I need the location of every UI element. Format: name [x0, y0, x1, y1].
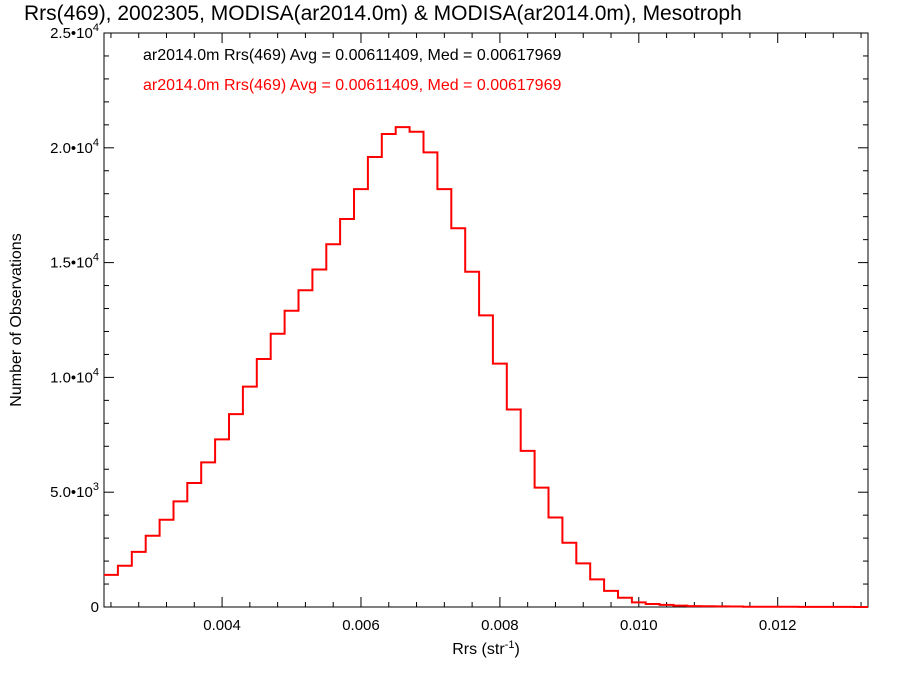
chart-title: Rrs(469), 2002305, MODISA(ar2014.0m) & M… [24, 2, 742, 25]
plot-frame [103, 32, 869, 608]
y-axis-label: Number of Observations [8, 233, 25, 406]
x-tick-label: 0.010 [620, 617, 658, 634]
y-tick-label: 2.0•104 [50, 137, 99, 157]
legend-entry: ar2014.0m Rrs(469) Avg = 0.00611409, Med… [143, 77, 561, 94]
legend-entry: ar2014.0m Rrs(469) Avg = 0.00611409, Med… [143, 47, 561, 64]
y-tick-label: 2.5•104 [50, 22, 99, 42]
x-tick-label: 0.004 [203, 617, 241, 634]
y-tick-label: 1.0•104 [50, 366, 99, 386]
x-tick-label: 0.008 [481, 617, 519, 634]
x-axis-label: Rrs (str-1) [452, 639, 520, 658]
x-tick-label: 0.012 [759, 617, 797, 634]
y-tick-label: 5.0•103 [50, 481, 99, 501]
x-tick-label: 0.006 [342, 617, 380, 634]
series-line [104, 126, 868, 608]
y-tick-label: 0 [91, 599, 99, 616]
y-tick-label: 1.5•104 [50, 252, 99, 272]
